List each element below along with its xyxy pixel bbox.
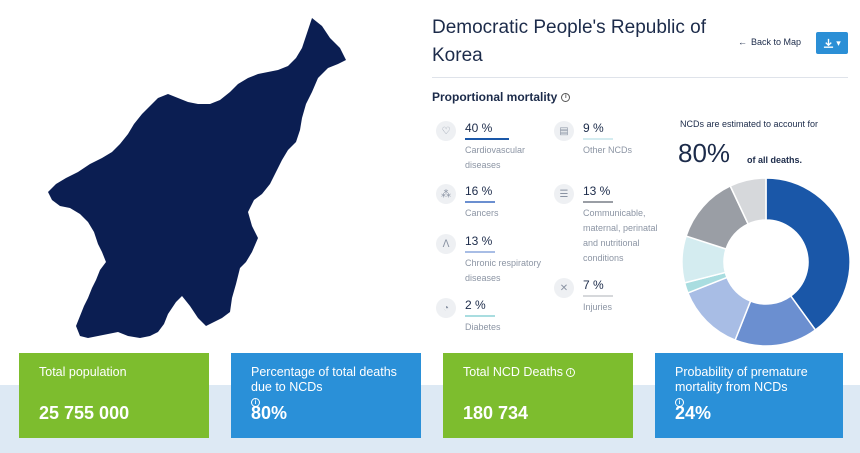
info-icon[interactable]: i [675, 398, 684, 407]
download-button[interactable]: ▾ [816, 32, 848, 54]
stat-value: 16 % [465, 184, 493, 198]
stat-color-bar [583, 295, 613, 297]
stat-color-bar [465, 251, 495, 253]
ncd-caption: NCDs are estimated to account for [680, 119, 819, 129]
stat-value: 13 % [465, 234, 493, 248]
stat-injuries: ✕ 7 % Injuries [554, 276, 674, 315]
country-shape [48, 18, 346, 338]
country-outline [48, 18, 346, 338]
stat-cancers: ⁂ 16 % Cancers [436, 182, 556, 221]
card-label-text: Percentage of total deaths due to NCDs [251, 365, 397, 394]
info-icon[interactable]: i [251, 398, 260, 407]
cells-icon: ⁂ [436, 184, 456, 204]
card-label: Total NCD Deaths i [463, 365, 613, 380]
header-divider [432, 77, 848, 78]
section-title-label: Proportional mortality [432, 90, 558, 104]
stat-value: 2 % [465, 298, 486, 312]
stat-color-bar [583, 201, 613, 203]
bandage-icon: ✕ [554, 278, 574, 298]
stat-label: Cancers [465, 208, 499, 218]
info-icon[interactable]: i [566, 368, 576, 377]
card-label-text: Total NCD Deaths [463, 365, 564, 379]
stat-color-bar [583, 138, 613, 140]
info-icon[interactable]: i [561, 92, 571, 102]
card-premature-mortality: Probability of premature mortality from … [655, 353, 843, 438]
back-to-map-link[interactable]: ← Back to Map [738, 37, 801, 47]
card-value: 25 755 000 [39, 403, 130, 423]
card-total-population: Total population 25 755 000 [19, 353, 209, 438]
donut-slice-cardiovascular-diseases[interactable] [765, 177, 851, 332]
card-value: 180 734 [463, 403, 529, 423]
stat-label: Other NCDs [583, 145, 633, 155]
mortality-donut-chart [681, 177, 851, 347]
arrow-left-icon: ← [738, 37, 747, 47]
stat-value: 9 % [583, 121, 604, 135]
card-value: 80% [251, 403, 288, 423]
card-label: Total population [39, 365, 189, 380]
country-detail-panel: Democratic People's Republic of Korea ← … [420, 0, 860, 350]
stat-color-bar [465, 315, 495, 317]
stat-value: 7 % [583, 278, 604, 292]
stat-value: 13 % [583, 184, 611, 198]
stat-label: Injuries [583, 302, 613, 312]
stat-other-ncds: ▤ 9 % Other NCDs [554, 119, 674, 158]
country-map [0, 0, 420, 350]
download-icon [824, 38, 834, 48]
stat-label: Communicable, maternal, perinatal and nu… [583, 208, 658, 263]
back-to-map-label: Back to Map [751, 37, 802, 47]
stat-diabetes: ◔ 2 % Diabetes [436, 296, 556, 335]
stat-color-bar [465, 201, 495, 203]
stat-cardiovascular: ♡ 40 % Cardiovascular diseases [436, 119, 556, 173]
donut-slice-injuries[interactable] [729, 177, 767, 225]
stat-color-bar [465, 138, 509, 140]
card-label: Probability of premature mortality from … [675, 365, 823, 407]
card-label: Percentage of total deaths due to NCDs i [251, 365, 401, 407]
card-ncd-percentage: Percentage of total deaths due to NCDs i… [231, 353, 421, 438]
stat-label: Diabetes [465, 322, 501, 332]
bed-icon: ☰ [554, 184, 574, 204]
card-total-ncd-deaths: Total NCD Deaths i 180 734 [443, 353, 633, 438]
glucose-meter-icon: ◔ [436, 298, 456, 318]
chevron-down-icon: ▾ [836, 37, 841, 48]
page-title: Democratic People's Republic of Korea [432, 17, 706, 66]
stat-respiratory: ᐱ 13 % Chronic respiratory diseases [436, 232, 556, 286]
lungs-icon: ᐱ [436, 234, 456, 254]
card-label-text: Probability of premature mortality from … [675, 365, 808, 394]
card-value: 24% [675, 403, 712, 423]
stat-label: Cardiovascular diseases [465, 145, 526, 170]
section-title: Proportional mortality i [432, 90, 571, 104]
ncd-percentage: 80% [678, 138, 731, 168]
card-label-text: Total population [39, 365, 127, 379]
ncd-suffix: of all deaths. [747, 155, 803, 165]
clipboard-icon: ▤ [554, 121, 574, 141]
stat-communicable: ☰ 13 % Communicable, maternal, perinatal… [554, 182, 674, 266]
stat-label: Chronic respiratory diseases [465, 258, 542, 283]
heart-icon: ♡ [436, 121, 456, 141]
stat-value: 40 % [465, 121, 493, 135]
